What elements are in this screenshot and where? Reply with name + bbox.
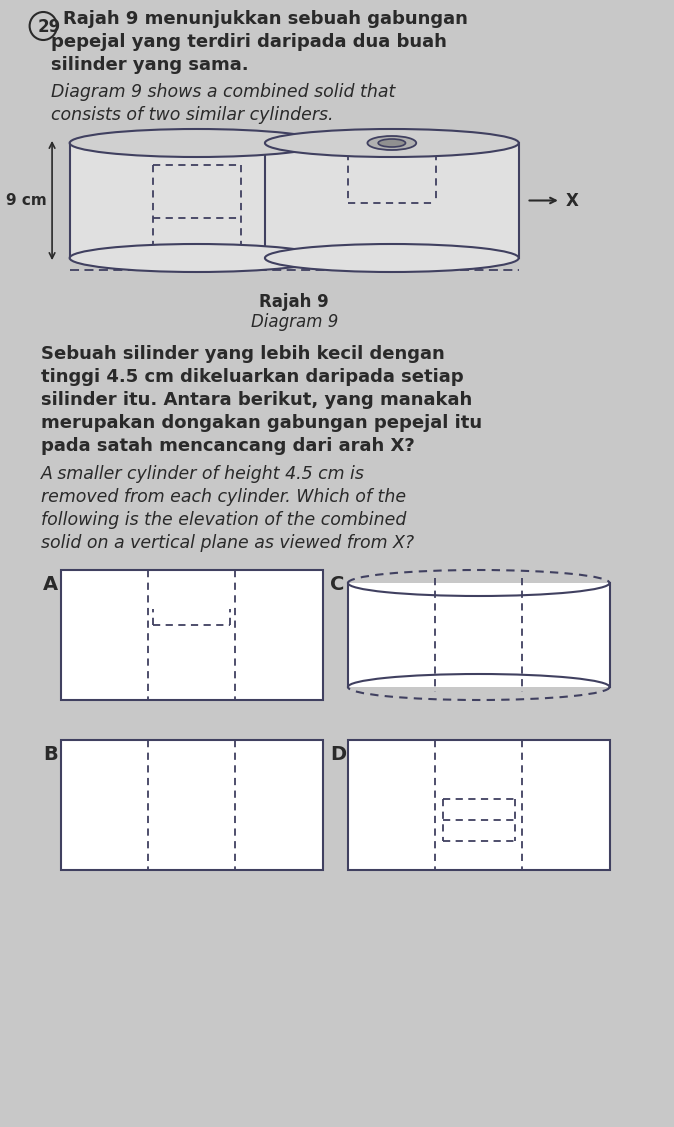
Text: X: X: [565, 192, 578, 210]
Text: C: C: [330, 575, 344, 594]
Bar: [265, 143, 519, 258]
Bar: [348, 740, 609, 870]
Text: silinder itu. Antara berikut, yang manakah: silinder itu. Antara berikut, yang manak…: [41, 391, 472, 409]
Text: pada satah mencancang dari arah X?: pada satah mencancang dari arah X?: [41, 437, 415, 455]
Text: merupakan dongakan gabungan pepejal itu: merupakan dongakan gabungan pepejal itu: [41, 414, 483, 432]
Bar: [61, 740, 323, 870]
Text: D: D: [330, 745, 346, 764]
Text: B: B: [43, 745, 58, 764]
Ellipse shape: [265, 128, 519, 157]
Bar: [69, 143, 324, 258]
Text: following is the elevation of the combined: following is the elevation of the combin…: [41, 511, 406, 529]
Text: Rajah 9 menunjukkan sebuah gabungan: Rajah 9 menunjukkan sebuah gabungan: [63, 10, 468, 28]
Ellipse shape: [69, 245, 324, 272]
FancyBboxPatch shape: [348, 583, 609, 687]
Ellipse shape: [265, 245, 519, 272]
Ellipse shape: [69, 128, 324, 157]
Text: Sebuah silinder yang lebih kecil dengan: Sebuah silinder yang lebih kecil dengan: [41, 345, 445, 363]
Text: consists of two similar cylinders.: consists of two similar cylinders.: [51, 106, 334, 124]
Bar: [61, 570, 323, 700]
Text: 9 cm: 9 cm: [7, 193, 47, 208]
Text: A smaller cylinder of height 4.5 cm is: A smaller cylinder of height 4.5 cm is: [41, 465, 365, 483]
Text: tinggi 4.5 cm dikeluarkan daripada setiap: tinggi 4.5 cm dikeluarkan daripada setia…: [41, 369, 464, 387]
Ellipse shape: [367, 136, 417, 150]
Text: Diagram 9 shows a combined solid that: Diagram 9 shows a combined solid that: [51, 83, 396, 101]
Text: pepejal yang terdiri daripada dua buah: pepejal yang terdiri daripada dua buah: [51, 33, 447, 51]
Text: silinder yang sama.: silinder yang sama.: [51, 56, 249, 74]
Text: Rajah 9: Rajah 9: [259, 293, 329, 311]
Text: removed from each cylinder. Which of the: removed from each cylinder. Which of the: [41, 488, 406, 506]
Text: solid on a vertical plane as viewed from X?: solid on a vertical plane as viewed from…: [41, 534, 415, 552]
Ellipse shape: [378, 139, 406, 147]
Text: A: A: [43, 575, 59, 594]
Text: 29: 29: [38, 18, 61, 36]
Text: Diagram 9: Diagram 9: [251, 313, 338, 331]
